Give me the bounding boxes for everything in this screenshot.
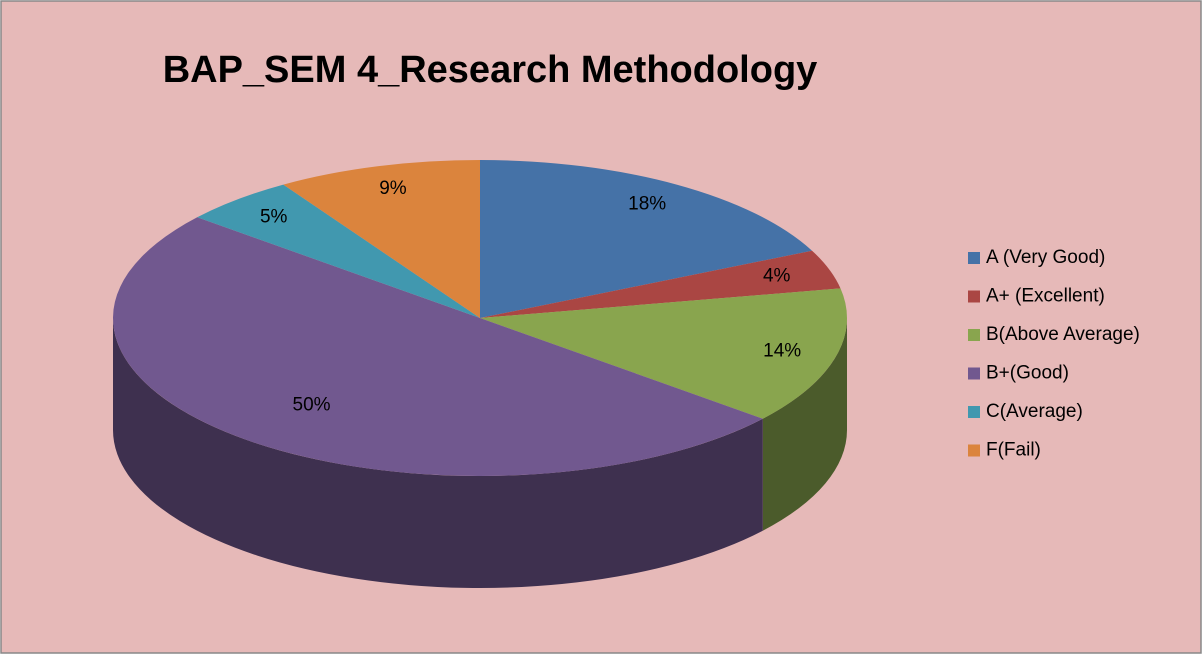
slice — [283, 160, 480, 318]
data-label: 18% — [628, 194, 666, 215]
legend-swatch — [968, 329, 980, 341]
data-label: 50% — [293, 395, 331, 416]
legend-swatch — [968, 406, 980, 418]
slice — [197, 184, 481, 318]
legend-label: A (Very Good) — [986, 247, 1105, 268]
legend-label: A+ (Excellent) — [986, 286, 1105, 307]
legend-swatch — [968, 252, 980, 264]
slice — [480, 160, 813, 318]
chart-title: BAP_SEM 4_Research Methodology — [163, 49, 818, 91]
slice — [112, 217, 763, 477]
slice-side — [112, 318, 763, 589]
data-label: 4% — [763, 266, 791, 287]
slice — [480, 288, 847, 419]
legend-label: B+(Good) — [986, 363, 1069, 384]
legend-label: B(Above Average) — [986, 324, 1140, 345]
data-label: 5% — [260, 206, 288, 227]
data-label: 14% — [763, 340, 801, 361]
legend-swatch — [968, 367, 980, 380]
slice — [480, 250, 841, 318]
legend-swatch — [968, 290, 980, 303]
legend-swatch — [968, 444, 980, 457]
legend-label: F(Fail) — [986, 440, 1041, 461]
data-label: 9% — [379, 178, 407, 199]
legend-label: C(Average) — [986, 401, 1083, 422]
slice-side — [762, 318, 847, 531]
